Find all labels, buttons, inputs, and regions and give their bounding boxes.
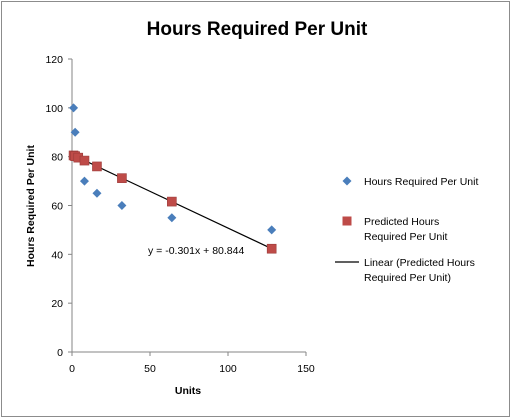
y-tick-label: 20 bbox=[51, 298, 63, 310]
y-tick-label: 120 bbox=[45, 54, 63, 66]
legend-label-linear-line2: Required Per Unit) bbox=[364, 272, 451, 284]
legend: Hours Required Per Unit Predicted Hours … bbox=[335, 176, 478, 284]
x-axis-title: Units bbox=[175, 385, 201, 397]
point-hours-required bbox=[70, 127, 80, 137]
point-predicted-hours bbox=[266, 243, 277, 254]
legend-label-predicted-line1: Predicted Hours bbox=[364, 216, 439, 228]
point-predicted-hours bbox=[167, 196, 177, 207]
chart-title: Hours Required Per Unit bbox=[147, 19, 368, 40]
legend-label-predicted-line2: Required Per Unit bbox=[364, 231, 448, 243]
y-tick-label: 40 bbox=[51, 249, 63, 261]
trendline-equation: y = -0.301x + 80.844 bbox=[148, 245, 244, 257]
point-hours-required bbox=[79, 176, 89, 186]
point-hours-required bbox=[92, 188, 102, 198]
legend-label-linear-line1: Linear (Predicted Hours bbox=[364, 257, 475, 269]
y-tick-label: 0 bbox=[57, 347, 63, 359]
legend-label-hours: Hours Required Per Unit bbox=[364, 176, 478, 188]
point-hours-required bbox=[167, 213, 177, 223]
x-tick-label: 50 bbox=[144, 363, 156, 375]
x-tick-label: 0 bbox=[69, 363, 75, 375]
point-predicted-hours bbox=[117, 173, 127, 183]
point-hours-required bbox=[117, 201, 127, 210]
point-hours-required bbox=[69, 103, 79, 113]
y-tick-labels: 0 20 40 60 80 100 120 bbox=[45, 54, 63, 359]
x-tick-labels: 0 50 100 150 bbox=[69, 363, 315, 375]
y-tick-label: 60 bbox=[51, 201, 63, 213]
y-tick-label: 80 bbox=[51, 152, 63, 164]
legend-marker-hours bbox=[342, 176, 352, 186]
y-axis-title: Hours Required Per Unit bbox=[25, 145, 37, 267]
point-hours-required bbox=[267, 225, 277, 235]
x-tick-label: 100 bbox=[219, 363, 237, 375]
y-tick-label: 100 bbox=[45, 103, 63, 115]
axes bbox=[68, 58, 307, 356]
point-predicted-hours bbox=[92, 161, 102, 172]
x-tick-label: 150 bbox=[297, 363, 315, 375]
series-predicted-hours bbox=[68, 150, 277, 254]
point-predicted-hours bbox=[79, 155, 90, 166]
legend-marker-predicted bbox=[342, 216, 352, 226]
